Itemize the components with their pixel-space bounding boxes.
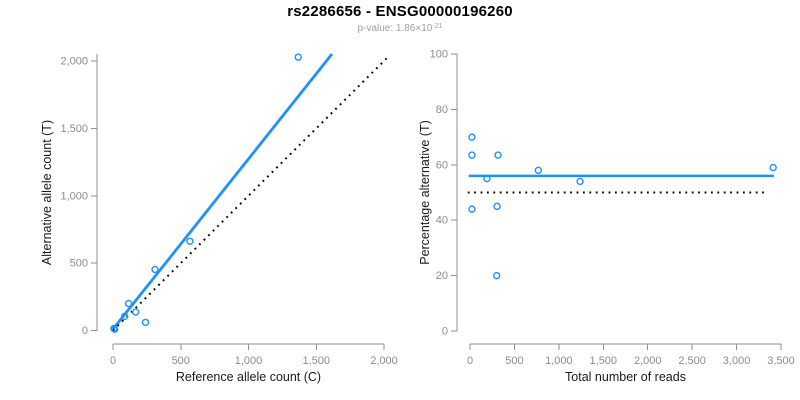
x-tick-label: 1,500 (590, 355, 618, 367)
data-point (494, 151, 502, 159)
y-tick-label: 40 (436, 215, 448, 227)
data-point (120, 312, 129, 321)
scatter-panel-right: 0 20 40 60 80 100 0 500 1,000 1,500 2,000 2,500 3,00… (418, 49, 795, 385)
y-tick-label: 60 (436, 159, 448, 171)
y-axis-title: Alternative allele count (T) (40, 120, 54, 265)
y-tick-label: 1,500 (60, 123, 88, 135)
data-point (468, 205, 476, 213)
x-tick-label: 2,000 (370, 355, 398, 367)
x-tick-label: 3,500 (767, 355, 795, 367)
pvalue-text: p-value: 1.86×10 (357, 23, 433, 34)
x-tick-label: 1,000 (545, 355, 573, 367)
data-point (468, 151, 476, 159)
pvalue-exponent: -21 (432, 23, 443, 30)
x-tick-label: 2,000 (634, 355, 662, 367)
x-axis-title: Reference allele count (C) (176, 370, 321, 384)
y-tick-label: 80 (436, 104, 448, 116)
x-tick-label: 1,500 (302, 355, 330, 367)
x-axis-title: Total number of reads (565, 370, 686, 384)
y-tick-label: 20 (436, 270, 448, 282)
figure-subtitle: p-value: 1.86×10-21 (0, 23, 800, 34)
y-tick-label: 2,000 (60, 56, 88, 68)
y-tick-label: 0 (82, 325, 88, 337)
figure-title: rs2286656 - ENSG00000196260 (287, 3, 513, 20)
data-point (534, 166, 543, 175)
x-tick-label: 3,000 (723, 355, 751, 367)
x-tick-label: 0 (467, 355, 473, 367)
x-tick-label: 0 (110, 355, 116, 367)
identity-line (112, 56, 389, 332)
data-point (468, 133, 476, 141)
x-tick-label: 500 (172, 355, 190, 367)
x-tick-label: 500 (505, 355, 523, 367)
data-point (769, 163, 777, 172)
x-tick-label: 1,000 (235, 355, 263, 367)
y-tick-label: 500 (70, 258, 88, 270)
y-tick-label: 100 (430, 49, 448, 61)
data-point (124, 299, 133, 308)
x-tick-label: 2,500 (678, 355, 706, 367)
y-tick-label: 0 (442, 326, 448, 338)
regression-line (111, 53, 334, 331)
data-point (141, 318, 150, 327)
data-point (151, 265, 159, 274)
y-axis-title: Percentage alternative (T) (418, 120, 432, 265)
data-point (110, 325, 119, 333)
data-point (483, 174, 491, 183)
data-point (492, 271, 501, 280)
y-tick-label: 1,000 (60, 190, 88, 202)
data-point (576, 177, 584, 186)
scatter-panel-left: 0 500 1,000 1,500 2,000 0 500 1,000 1,500 2,000 Re… (40, 53, 398, 384)
data-point (493, 202, 501, 211)
data-point (186, 237, 194, 245)
data-point (294, 53, 302, 61)
data-point (131, 308, 140, 316)
